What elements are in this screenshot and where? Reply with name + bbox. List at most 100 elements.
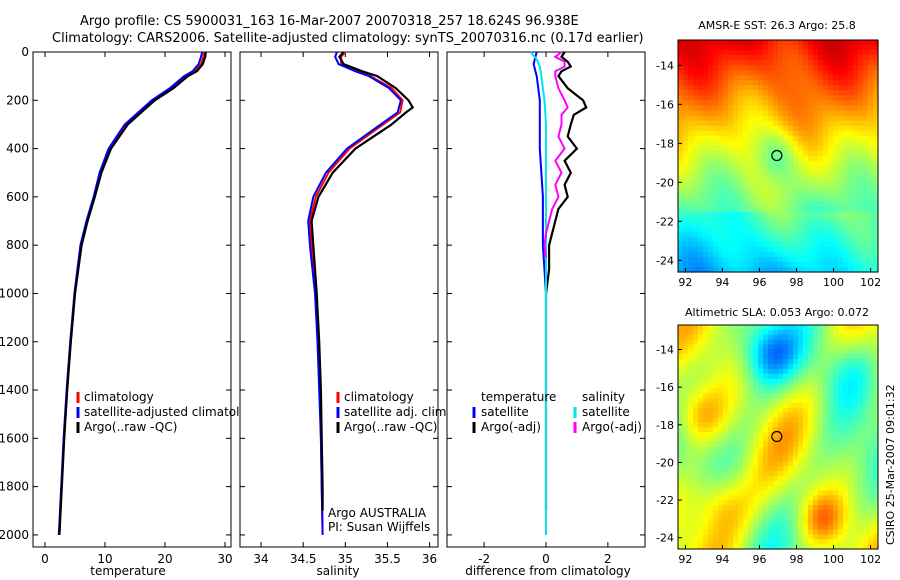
heatmap-cell [788, 256, 794, 263]
heatmap-cell [693, 510, 699, 516]
heatmap-cell [863, 115, 869, 122]
heatmap-cell [773, 378, 779, 385]
heatmap-cell [753, 471, 759, 477]
heatmap-cell [858, 161, 864, 167]
heatmap-cell [733, 422, 739, 428]
map-x-tick-label: 94 [715, 553, 729, 566]
heatmap-cell [783, 251, 789, 258]
heatmap-cell [758, 60, 764, 66]
heatmap-cell [863, 456, 869, 462]
heatmap-cell [818, 368, 824, 375]
heatmap-cell [818, 211, 824, 218]
heatmap-cell [798, 461, 804, 467]
temperature-ticks: 0 10 20 30020040060080010001200140016001800… [0, 45, 233, 566]
heatmap-cell [838, 461, 844, 467]
heatmap-cell [753, 325, 759, 331]
heatmap-cell [828, 378, 834, 385]
heatmap-cell [828, 60, 834, 66]
heatmap-cell [808, 388, 814, 394]
series-line-argo-raw-qc- [58, 51, 207, 535]
heatmap-cell [823, 90, 829, 97]
heatmap-cell [768, 368, 774, 375]
heatmap-cell [733, 519, 739, 526]
heatmap-cell [698, 135, 704, 142]
heatmap-cell [858, 437, 864, 443]
heatmap-cell [788, 171, 794, 177]
heatmap-cell [743, 466, 749, 472]
heatmap-cell [693, 140, 699, 147]
heatmap-cell [773, 544, 779, 550]
heatmap-cell [743, 359, 749, 365]
heatmap-cell [733, 85, 739, 92]
heatmap-cell [828, 427, 834, 433]
heatmap-cell [798, 206, 804, 213]
heatmap-cell [803, 407, 809, 414]
heatmap-cell [753, 156, 759, 162]
heatmap-cell [838, 539, 844, 545]
heatmap-cell [848, 186, 854, 192]
heatmap-cell [708, 70, 714, 76]
heatmap-cell [793, 461, 799, 467]
heatmap-cell [703, 490, 709, 497]
heatmap-cell [758, 246, 764, 253]
heatmap-cell [708, 539, 714, 545]
heatmap-cell [768, 55, 774, 61]
heatmap-cell [743, 417, 749, 423]
heatmap-cell [768, 80, 774, 86]
heatmap-cell [788, 266, 794, 273]
heatmap-cell [763, 359, 769, 365]
heatmap-cell [768, 427, 774, 433]
heatmap-cell [678, 105, 684, 112]
heatmap-cell [793, 378, 799, 385]
heatmap-cell [688, 329, 694, 336]
heatmap-cell [798, 150, 804, 157]
heatmap-cell [778, 378, 784, 385]
heatmap-cell [733, 495, 739, 501]
heatmap-cell [843, 422, 849, 428]
heatmap-cell [728, 524, 734, 531]
heatmap-cell [793, 226, 799, 233]
heatmap-cell [873, 500, 879, 506]
heatmap-cell [793, 216, 799, 223]
heatmap-cell [788, 495, 794, 501]
heatmap-cell [738, 241, 744, 248]
heatmap-cell [838, 412, 844, 419]
heatmap-cell [748, 186, 754, 192]
heatmap-cell [693, 125, 699, 132]
heatmap-cell [753, 191, 759, 197]
heatmap-cell [693, 130, 699, 137]
heatmap-cell [703, 145, 709, 152]
heatmap-cell [783, 393, 789, 399]
heatmap-cell [748, 329, 754, 336]
heatmap-cell [693, 373, 699, 380]
heatmap-cell [698, 446, 704, 453]
heatmap-cell [838, 216, 844, 223]
heatmap-cell [738, 412, 744, 419]
heatmap-cell [783, 50, 789, 56]
heatmap-cell [853, 529, 859, 535]
heatmap-cell [803, 344, 809, 350]
heatmap-cell [853, 378, 859, 385]
heatmap-cell [803, 181, 809, 187]
heatmap-cell [678, 135, 684, 142]
heatmap-cell [678, 402, 684, 409]
heatmap-cell [798, 226, 804, 233]
heatmap-cell [698, 349, 704, 355]
heatmap-cell [758, 354, 764, 360]
heatmap-cell [798, 156, 804, 162]
heatmap-cell [868, 186, 874, 192]
heatmap-cell [858, 456, 864, 462]
heatmap-cell [733, 231, 739, 238]
heatmap-cell [828, 166, 834, 172]
heatmap-cell [743, 261, 749, 268]
heatmap-cell [723, 480, 729, 487]
heatmap-cell [703, 125, 709, 132]
heatmap-cell [778, 145, 784, 152]
heatmap-cell [723, 261, 729, 268]
heatmap-cell [813, 456, 819, 462]
heatmap-cell [828, 266, 834, 273]
heatmap-cell [828, 95, 834, 102]
heatmap-cell [828, 216, 834, 223]
heatmap-cell [693, 407, 699, 414]
heatmap-cell [723, 201, 729, 208]
